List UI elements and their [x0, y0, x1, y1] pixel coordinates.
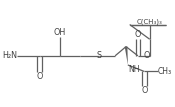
Text: OH: OH — [54, 28, 66, 37]
Text: NH: NH — [128, 65, 139, 74]
Text: H₂N: H₂N — [2, 51, 17, 60]
Text: O: O — [37, 72, 43, 81]
Polygon shape — [125, 47, 128, 65]
Text: C(CH₃)₃: C(CH₃)₃ — [137, 18, 163, 25]
Text: O: O — [143, 51, 150, 60]
Text: CH₃: CH₃ — [158, 67, 172, 76]
Text: S: S — [96, 51, 101, 60]
Text: O: O — [135, 30, 141, 39]
Text: O: O — [141, 86, 147, 95]
